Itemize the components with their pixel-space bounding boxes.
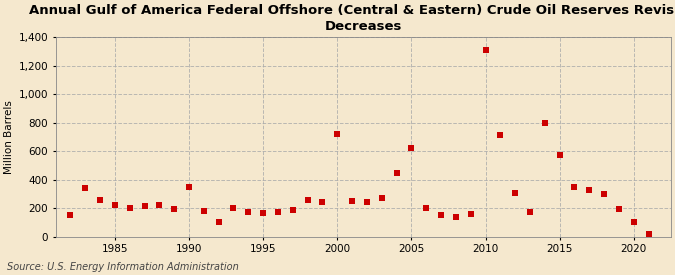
Point bbox=[510, 190, 520, 195]
Point bbox=[435, 213, 446, 218]
Point bbox=[184, 185, 194, 189]
Point bbox=[258, 211, 269, 215]
Point bbox=[392, 170, 402, 175]
Point bbox=[495, 133, 506, 138]
Point bbox=[273, 210, 284, 214]
Point bbox=[317, 200, 328, 204]
Point bbox=[213, 220, 224, 225]
Text: Source: U.S. Energy Information Administration: Source: U.S. Energy Information Administ… bbox=[7, 262, 238, 272]
Point bbox=[569, 185, 580, 189]
Point bbox=[450, 214, 461, 219]
Title: Annual Gulf of America Federal Offshore (Central & Eastern) Crude Oil Reserves R: Annual Gulf of America Federal Offshore … bbox=[29, 4, 675, 33]
Point bbox=[643, 232, 654, 236]
Point bbox=[139, 204, 150, 208]
Y-axis label: Million Barrels: Million Barrels bbox=[4, 100, 14, 174]
Point bbox=[347, 199, 358, 203]
Point bbox=[614, 207, 624, 211]
Point bbox=[228, 206, 239, 210]
Point bbox=[539, 120, 550, 125]
Point bbox=[406, 146, 416, 150]
Point bbox=[524, 210, 535, 215]
Point bbox=[377, 196, 387, 200]
Point bbox=[421, 206, 431, 210]
Point bbox=[599, 192, 610, 196]
Point bbox=[109, 203, 120, 208]
Point bbox=[95, 197, 105, 202]
Point bbox=[169, 207, 180, 211]
Point bbox=[302, 197, 313, 202]
Point bbox=[198, 209, 209, 213]
Point bbox=[154, 203, 165, 208]
Point bbox=[80, 186, 90, 190]
Point bbox=[332, 132, 343, 136]
Point bbox=[288, 208, 298, 213]
Point bbox=[480, 48, 491, 52]
Point bbox=[465, 212, 476, 216]
Point bbox=[362, 200, 373, 204]
Point bbox=[124, 206, 135, 210]
Point bbox=[584, 188, 595, 192]
Point bbox=[628, 220, 639, 225]
Point bbox=[65, 213, 76, 218]
Point bbox=[243, 210, 254, 214]
Point bbox=[554, 153, 565, 158]
